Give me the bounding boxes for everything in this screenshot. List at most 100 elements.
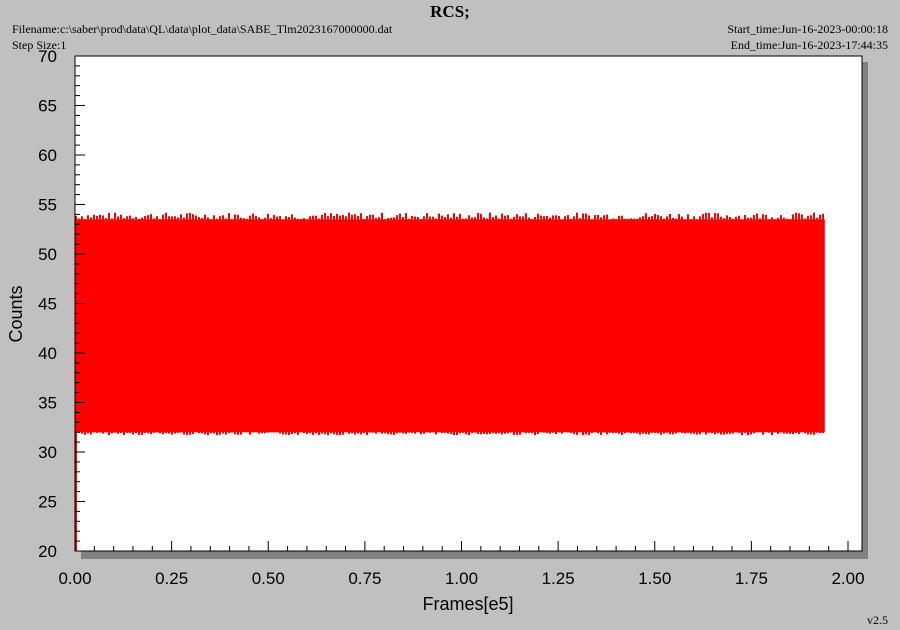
- series-spike: [291, 431, 293, 435]
- series-spike: [657, 215, 659, 221]
- series-spike: [345, 216, 347, 221]
- series-spike: [249, 431, 251, 435]
- series-spike: [252, 431, 254, 433]
- series-spike: [462, 431, 464, 433]
- series-spike: [582, 431, 584, 436]
- series-spike: [180, 214, 182, 221]
- series-spike: [741, 219, 743, 221]
- series-spike: [408, 218, 410, 221]
- series-spike: [423, 431, 425, 434]
- series-spike: [588, 215, 590, 221]
- series-spike: [333, 215, 335, 221]
- series-spike: [456, 431, 458, 436]
- x-tick-label: 1.50: [638, 569, 671, 588]
- series-spike: [720, 216, 722, 221]
- series-spike: [138, 218, 140, 221]
- series-spike: [273, 215, 275, 221]
- series-spike: [135, 216, 137, 221]
- series-spike: [327, 216, 329, 221]
- series-spike: [810, 431, 812, 435]
- series-spike: [219, 431, 221, 435]
- series-spike: [513, 216, 515, 221]
- series-spike: [756, 431, 758, 433]
- start-time-label: Start_time:Jun-16-2023-00:00:18: [727, 22, 888, 36]
- series-spike: [81, 431, 83, 434]
- series-spike: [771, 217, 773, 221]
- series-spike: [216, 218, 218, 221]
- series-spike: [690, 219, 692, 221]
- series-spike: [522, 216, 524, 221]
- series-spike: [321, 214, 323, 221]
- series-spike: [603, 215, 605, 221]
- series-spike: [231, 219, 233, 221]
- series-spike: [114, 431, 116, 433]
- series-spike: [111, 218, 113, 221]
- series-spike: [123, 431, 125, 436]
- series-spike: [252, 213, 254, 221]
- series-spike: [738, 431, 740, 433]
- series-spike: [420, 218, 422, 221]
- series-spike: [276, 431, 278, 433]
- series-spike: [552, 431, 554, 433]
- series-spike: [660, 431, 662, 435]
- series-spike: [171, 216, 173, 221]
- series-spike: [102, 215, 104, 221]
- series-spike: [774, 219, 776, 221]
- series-spike: [297, 431, 299, 435]
- series-spike: [381, 431, 383, 434]
- series-spike: [534, 216, 536, 221]
- series-spike: [525, 431, 527, 434]
- series-spike: [732, 431, 734, 434]
- series-spike: [546, 431, 548, 434]
- series-spike: [726, 215, 728, 221]
- series-spike: [357, 215, 359, 221]
- series-spike: [699, 431, 701, 435]
- series-spike: [498, 431, 500, 434]
- series-spike: [669, 431, 671, 435]
- x-tick-label: 1.25: [542, 569, 575, 588]
- step-size-label: Step Size:1: [12, 38, 67, 52]
- end-time-label: End_time:Jun-16-2023-17:44:35: [730, 38, 888, 52]
- series-spike: [756, 213, 758, 221]
- series-spike: [789, 431, 791, 434]
- series-spike: [552, 215, 554, 221]
- series-spike: [678, 431, 680, 433]
- series-spike: [432, 431, 434, 433]
- series-spike: [243, 431, 245, 433]
- series-spike: [537, 431, 539, 435]
- series-spike: [96, 215, 98, 221]
- series-spike: [570, 431, 572, 434]
- series-spike: [747, 217, 749, 221]
- series-spike: [612, 431, 614, 434]
- series-spike: [423, 216, 425, 221]
- series-spike: [525, 213, 527, 221]
- series-spike: [195, 215, 197, 221]
- series-spike: [450, 431, 452, 435]
- series-spike: [408, 431, 410, 433]
- series-spike: [783, 431, 785, 434]
- series-spike: [564, 431, 566, 433]
- series-spike: [762, 431, 764, 435]
- series-spike: [819, 214, 821, 221]
- series-spike: [99, 214, 101, 221]
- series-spike: [585, 213, 587, 221]
- y-tick-label: 30: [38, 443, 57, 462]
- series-spike: [219, 216, 221, 221]
- series-spike: [660, 216, 662, 221]
- series-spike: [630, 218, 632, 221]
- series-spike: [351, 431, 353, 434]
- series-spike: [651, 431, 653, 433]
- series-spike: [363, 431, 365, 434]
- series-spike: [780, 431, 782, 433]
- series-spike: [594, 215, 596, 221]
- series-spike: [822, 431, 824, 434]
- series-spike: [126, 431, 128, 433]
- series-spike: [105, 218, 107, 221]
- series-spike: [666, 431, 668, 433]
- series-spike: [531, 218, 533, 221]
- series-spike: [474, 217, 476, 221]
- series-spike: [276, 216, 278, 221]
- series-spike: [765, 214, 767, 221]
- series-spike: [132, 431, 134, 435]
- series-spike: [684, 219, 686, 221]
